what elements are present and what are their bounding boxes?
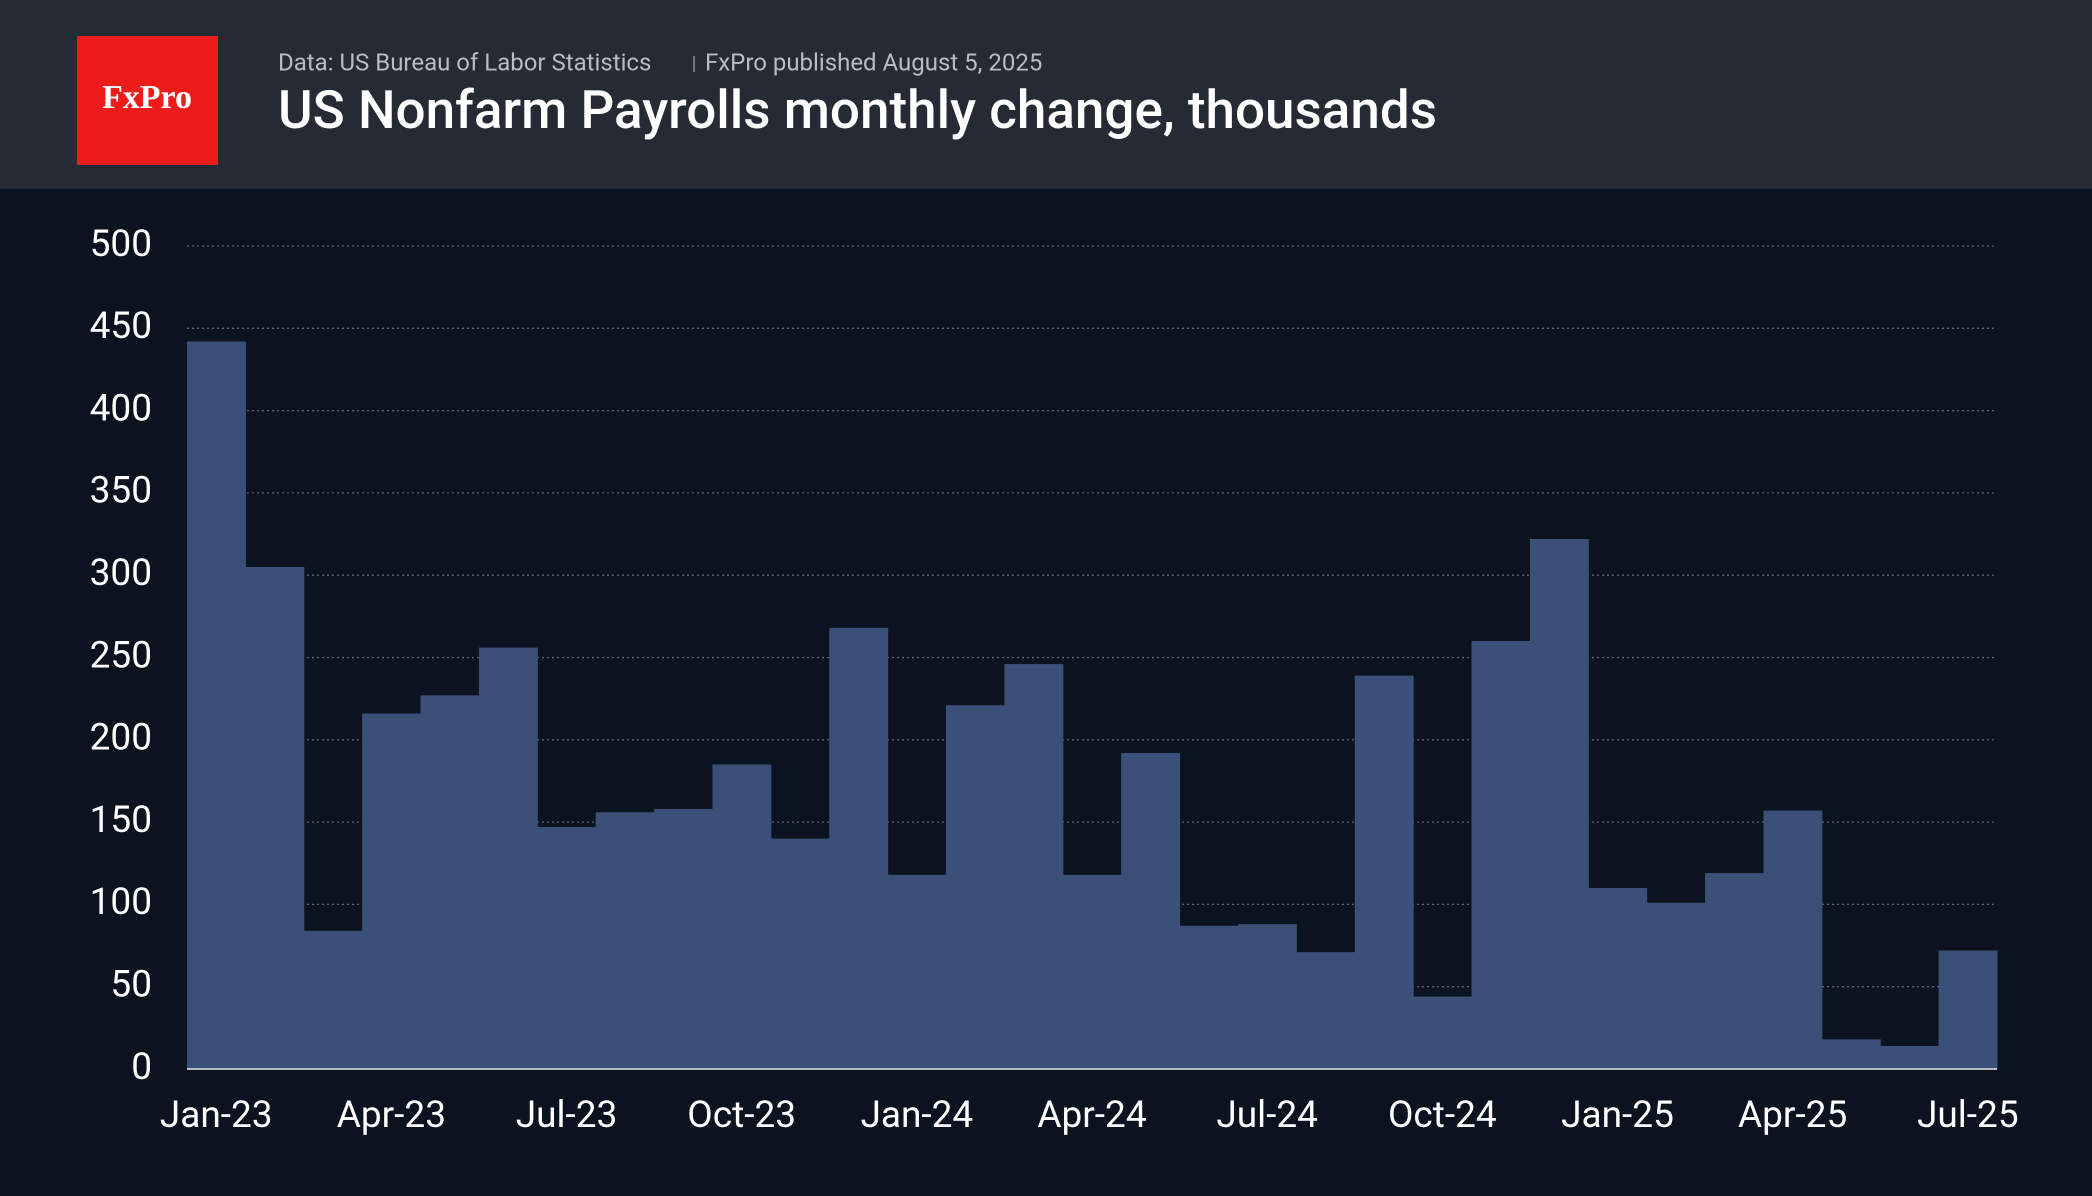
bar <box>303 930 363 1069</box>
y-tick-label: 100 <box>90 881 152 924</box>
y-tick-label: 450 <box>90 305 152 348</box>
bar <box>478 647 538 1069</box>
bar <box>829 627 889 1069</box>
bar <box>1588 887 1648 1069</box>
bar <box>1354 675 1414 1069</box>
bar <box>1296 952 1356 1069</box>
bar <box>1413 996 1473 1069</box>
bar <box>1471 641 1531 1069</box>
bar <box>1004 664 1064 1069</box>
bar <box>537 827 597 1069</box>
bar <box>887 874 947 1069</box>
y-tick-label: 0 <box>131 1046 152 1089</box>
y-tick-label: 350 <box>90 470 152 513</box>
chart-title: US Nonfarm Payrolls monthly change, thou… <box>278 79 1437 141</box>
bar <box>712 764 772 1069</box>
bar <box>245 566 305 1069</box>
bar <box>946 705 1005 1069</box>
bar <box>1062 874 1122 1069</box>
y-tick-label: 400 <box>90 387 152 430</box>
bar <box>187 341 246 1069</box>
bar <box>1529 538 1589 1069</box>
x-tick-label: Jul-23 <box>516 1094 618 1137</box>
x-tick-label: Jan-25 <box>1561 1094 1674 1137</box>
x-tick-label: Oct-23 <box>687 1094 796 1137</box>
logo-box <box>77 36 218 165</box>
x-tick-label: Jan-23 <box>160 1094 273 1137</box>
bar <box>1821 1039 1881 1069</box>
x-tick-label: Apr-24 <box>1037 1094 1146 1137</box>
bar <box>362 713 422 1069</box>
header-band <box>0 0 2092 189</box>
bar <box>1121 752 1181 1069</box>
bar <box>770 838 830 1069</box>
x-tick-label: Apr-25 <box>1738 1094 1847 1137</box>
bar <box>1880 1045 1940 1069</box>
y-tick-label: 250 <box>90 634 152 677</box>
bar <box>654 808 713 1069</box>
x-tick-label: Jan-24 <box>860 1094 973 1137</box>
y-tick-label: 300 <box>90 552 152 595</box>
bar <box>1705 873 1764 1069</box>
x-tick-label: Apr-23 <box>337 1094 446 1137</box>
x-tick-label: Oct-24 <box>1388 1094 1497 1137</box>
x-tick-label: Jul-25 <box>1917 1094 2019 1137</box>
source: Data: US Bureau of Labor Statistics <box>278 48 651 76</box>
logo: FxPro <box>102 79 192 116</box>
bar <box>420 695 480 1069</box>
x-tick-label: Jul-24 <box>1216 1094 1318 1137</box>
bar <box>1179 925 1239 1069</box>
bar <box>595 812 655 1069</box>
y-tick-label: 50 <box>110 963 152 1006</box>
y-tick-label: 200 <box>90 717 152 760</box>
bar <box>1763 810 1823 1069</box>
bar <box>1646 902 1706 1069</box>
bar <box>1938 950 1998 1069</box>
published: FxPro published August 5, 2025 <box>705 48 1042 76</box>
y-tick-label: 500 <box>90 223 152 266</box>
y-tick-label: 150 <box>90 799 152 842</box>
bar <box>1237 924 1297 1069</box>
